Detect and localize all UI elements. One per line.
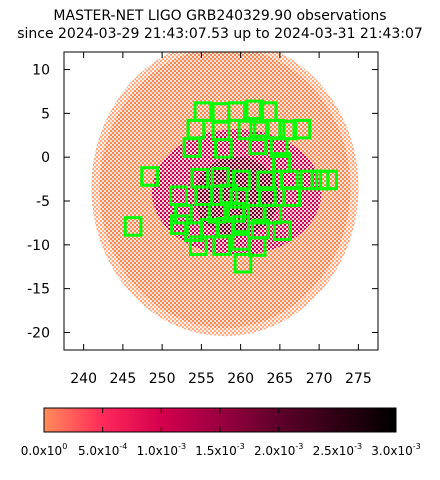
- y-tick-label: 5: [41, 106, 50, 122]
- observation-field: [247, 236, 267, 257]
- y-tick-label: -10: [27, 238, 50, 254]
- y-tick-label: -5: [36, 194, 50, 210]
- observation-field: [282, 186, 301, 207]
- colorbar-tick-label: 0.0x100: [21, 442, 68, 458]
- observation-field: [299, 169, 319, 191]
- y-tick-label: 0: [41, 150, 50, 166]
- colorbar-tick-label: 2.5x10-3: [313, 442, 362, 458]
- colorbar-tick-label: 2.0x10-3: [254, 442, 303, 458]
- colorbar: 0.0x100 5.0x10-4 1.0x10-3 1.5x10-3 2.0x10-3 2…: [21, 407, 421, 458]
- observation-field: [214, 138, 233, 159]
- observation-field: [248, 134, 268, 156]
- x-tick-label: 270: [306, 371, 333, 387]
- observation-field: [319, 169, 338, 191]
- observation-field: [292, 118, 312, 140]
- observation-field: [173, 203, 193, 225]
- y-tick-label: -15: [27, 282, 50, 298]
- y-tick-label: -20: [27, 325, 50, 341]
- observation-field: [188, 235, 208, 256]
- axes: 240 245 250 255 260 265 270 275 10 5 0 -5 -10 -15 -20: [27, 52, 378, 387]
- x-tick-label: 265: [267, 371, 294, 387]
- observation-field: [229, 188, 249, 209]
- x-tick-label: 260: [227, 371, 254, 387]
- observation-field: [140, 166, 159, 187]
- x-tick-label: 255: [188, 371, 215, 387]
- observation-field: [272, 220, 292, 242]
- observation-field: [233, 252, 253, 274]
- colorbar-tick-label: 5.0x10-4: [78, 442, 127, 458]
- x-tick-label: 240: [70, 371, 97, 387]
- observation-field: [256, 170, 276, 192]
- observation-field: [237, 119, 257, 141]
- observation-fields: [123, 99, 338, 274]
- colorbar-tick-label: 1.0x10-3: [137, 442, 186, 458]
- colorbar-tick-label: 3.0x10-3: [371, 442, 420, 458]
- x-tick-label: 245: [110, 371, 137, 387]
- observation-field: [182, 137, 202, 158]
- chart-title-line-1: MASTER-NET LIGO GRB240329.90 observation…: [53, 8, 387, 24]
- x-tick-label: 275: [345, 371, 372, 387]
- observation-field: [123, 216, 143, 237]
- observation-field: [227, 101, 247, 122]
- plot-area: [64, 52, 378, 350]
- observation-field: [245, 99, 265, 121]
- chart-title-line-2: since 2024-03-29 21:43:07.53 up to 2024-…: [17, 26, 423, 42]
- observation-field: [263, 203, 283, 225]
- observation-field: [226, 202, 246, 223]
- colorbar-tick-label: 1.5x10-3: [195, 442, 244, 458]
- observation-field: [231, 215, 250, 236]
- observation-field: [194, 185, 214, 207]
- observation-field: [269, 137, 289, 158]
- observation-field: [170, 214, 189, 235]
- observation-field: [249, 120, 269, 142]
- y-tick-label: 10: [32, 63, 50, 79]
- observation-field: [212, 235, 232, 256]
- x-tick-label: 250: [149, 371, 176, 387]
